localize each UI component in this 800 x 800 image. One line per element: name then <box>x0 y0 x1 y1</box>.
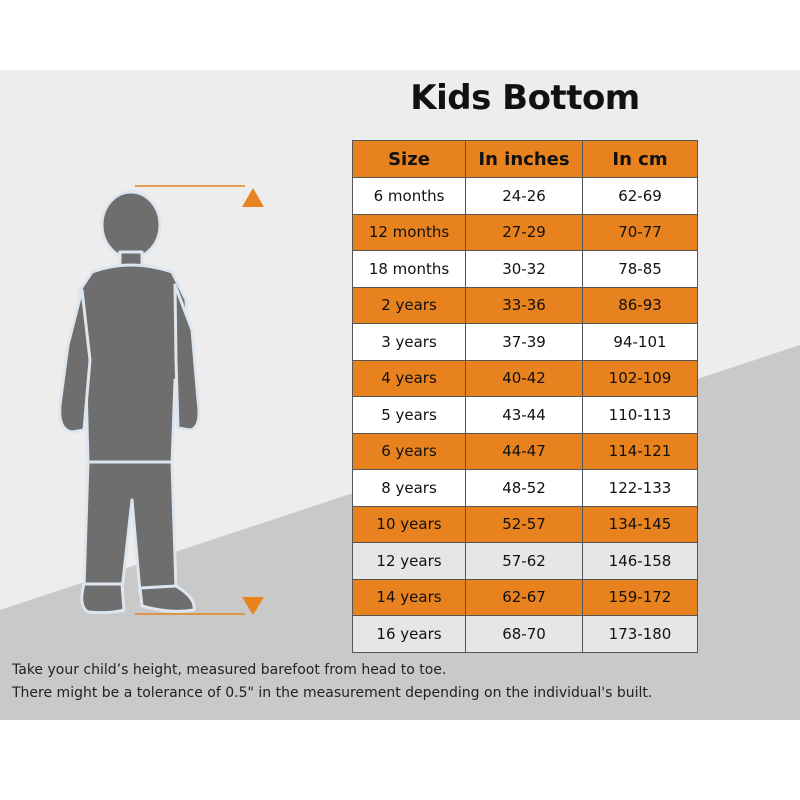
size-cell: 2 years <box>352 286 466 324</box>
table-row: 3 years 37-39 94-101 <box>352 323 698 361</box>
table-row: 14 years 62-67 159-172 <box>352 578 698 616</box>
table-row: 12 months 27-29 70-77 <box>352 213 698 251</box>
size-cell: 10 years <box>352 505 466 543</box>
table-header-row: Size In inches In cm <box>352 140 698 178</box>
size-cell: 3 years <box>352 323 466 361</box>
inches-cell: 24-26 <box>465 177 583 215</box>
tolerance-note: There might be a tolerance of 0.5" in th… <box>12 685 653 701</box>
cm-cell: 173-180 <box>582 615 698 653</box>
cm-cell: 102-109 <box>582 359 698 397</box>
table-row: 6 months 24-26 62-69 <box>352 177 698 215</box>
inches-cell: 43-44 <box>465 396 583 434</box>
table-row: 5 years 43-44 110-113 <box>352 396 698 434</box>
size-cell: 6 months <box>352 177 466 215</box>
table-row: 8 years 48-52 122-133 <box>352 469 698 507</box>
inches-cell: 30-32 <box>465 250 583 288</box>
table-row: 6 years 44-47 114-121 <box>352 432 698 470</box>
inches-cell: 52-57 <box>465 505 583 543</box>
table-row: 4 years 40-42 102-109 <box>352 359 698 397</box>
inches-cell: 27-29 <box>465 213 583 251</box>
triangle-down-icon <box>242 597 264 615</box>
triangle-up-icon <box>242 188 264 207</box>
cm-cell: 122-133 <box>582 469 698 507</box>
child-silhouette-icon <box>58 190 201 615</box>
cm-cell: 94-101 <box>582 323 698 361</box>
inches-cell: 40-42 <box>465 359 583 397</box>
column-header-inches: In inches <box>465 140 583 178</box>
size-cell: 8 years <box>352 469 466 507</box>
cm-cell: 70-77 <box>582 213 698 251</box>
size-cell: 4 years <box>352 359 466 397</box>
cm-cell: 134-145 <box>582 505 698 543</box>
size-cell: 18 months <box>352 250 466 288</box>
size-table: Size In inches In cm 6 months 24-26 62-6… <box>352 140 698 653</box>
cm-cell: 78-85 <box>582 250 698 288</box>
page-title: Kids Bottom <box>410 78 640 118</box>
cm-cell: 159-172 <box>582 578 698 616</box>
size-cell: 16 years <box>352 615 466 653</box>
inches-cell: 62-67 <box>465 578 583 616</box>
size-cell: 12 months <box>352 213 466 251</box>
inches-cell: 48-52 <box>465 469 583 507</box>
size-cell: 14 years <box>352 578 466 616</box>
cm-cell: 146-158 <box>582 542 698 580</box>
cm-cell: 86-93 <box>582 286 698 324</box>
size-cell: 12 years <box>352 542 466 580</box>
table-row: 2 years 33-36 86-93 <box>352 286 698 324</box>
table-row: 16 years 68-70 173-180 <box>352 615 698 653</box>
table-row: 10 years 52-57 134-145 <box>352 505 698 543</box>
cm-cell: 110-113 <box>582 396 698 434</box>
table-row: 12 years 57-62 146-158 <box>352 542 698 580</box>
inches-cell: 68-70 <box>465 615 583 653</box>
cm-cell: 114-121 <box>582 432 698 470</box>
table-row: 18 months 30-32 78-85 <box>352 250 698 288</box>
size-cell: 5 years <box>352 396 466 434</box>
inches-cell: 57-62 <box>465 542 583 580</box>
inches-cell: 44-47 <box>465 432 583 470</box>
size-cell: 6 years <box>352 432 466 470</box>
column-header-size: Size <box>352 140 466 178</box>
cm-cell: 62-69 <box>582 177 698 215</box>
column-header-cm: In cm <box>582 140 698 178</box>
inches-cell: 33-36 <box>465 286 583 324</box>
inches-cell: 37-39 <box>465 323 583 361</box>
measurement-note: Take your child’s height, measured baref… <box>12 662 447 678</box>
